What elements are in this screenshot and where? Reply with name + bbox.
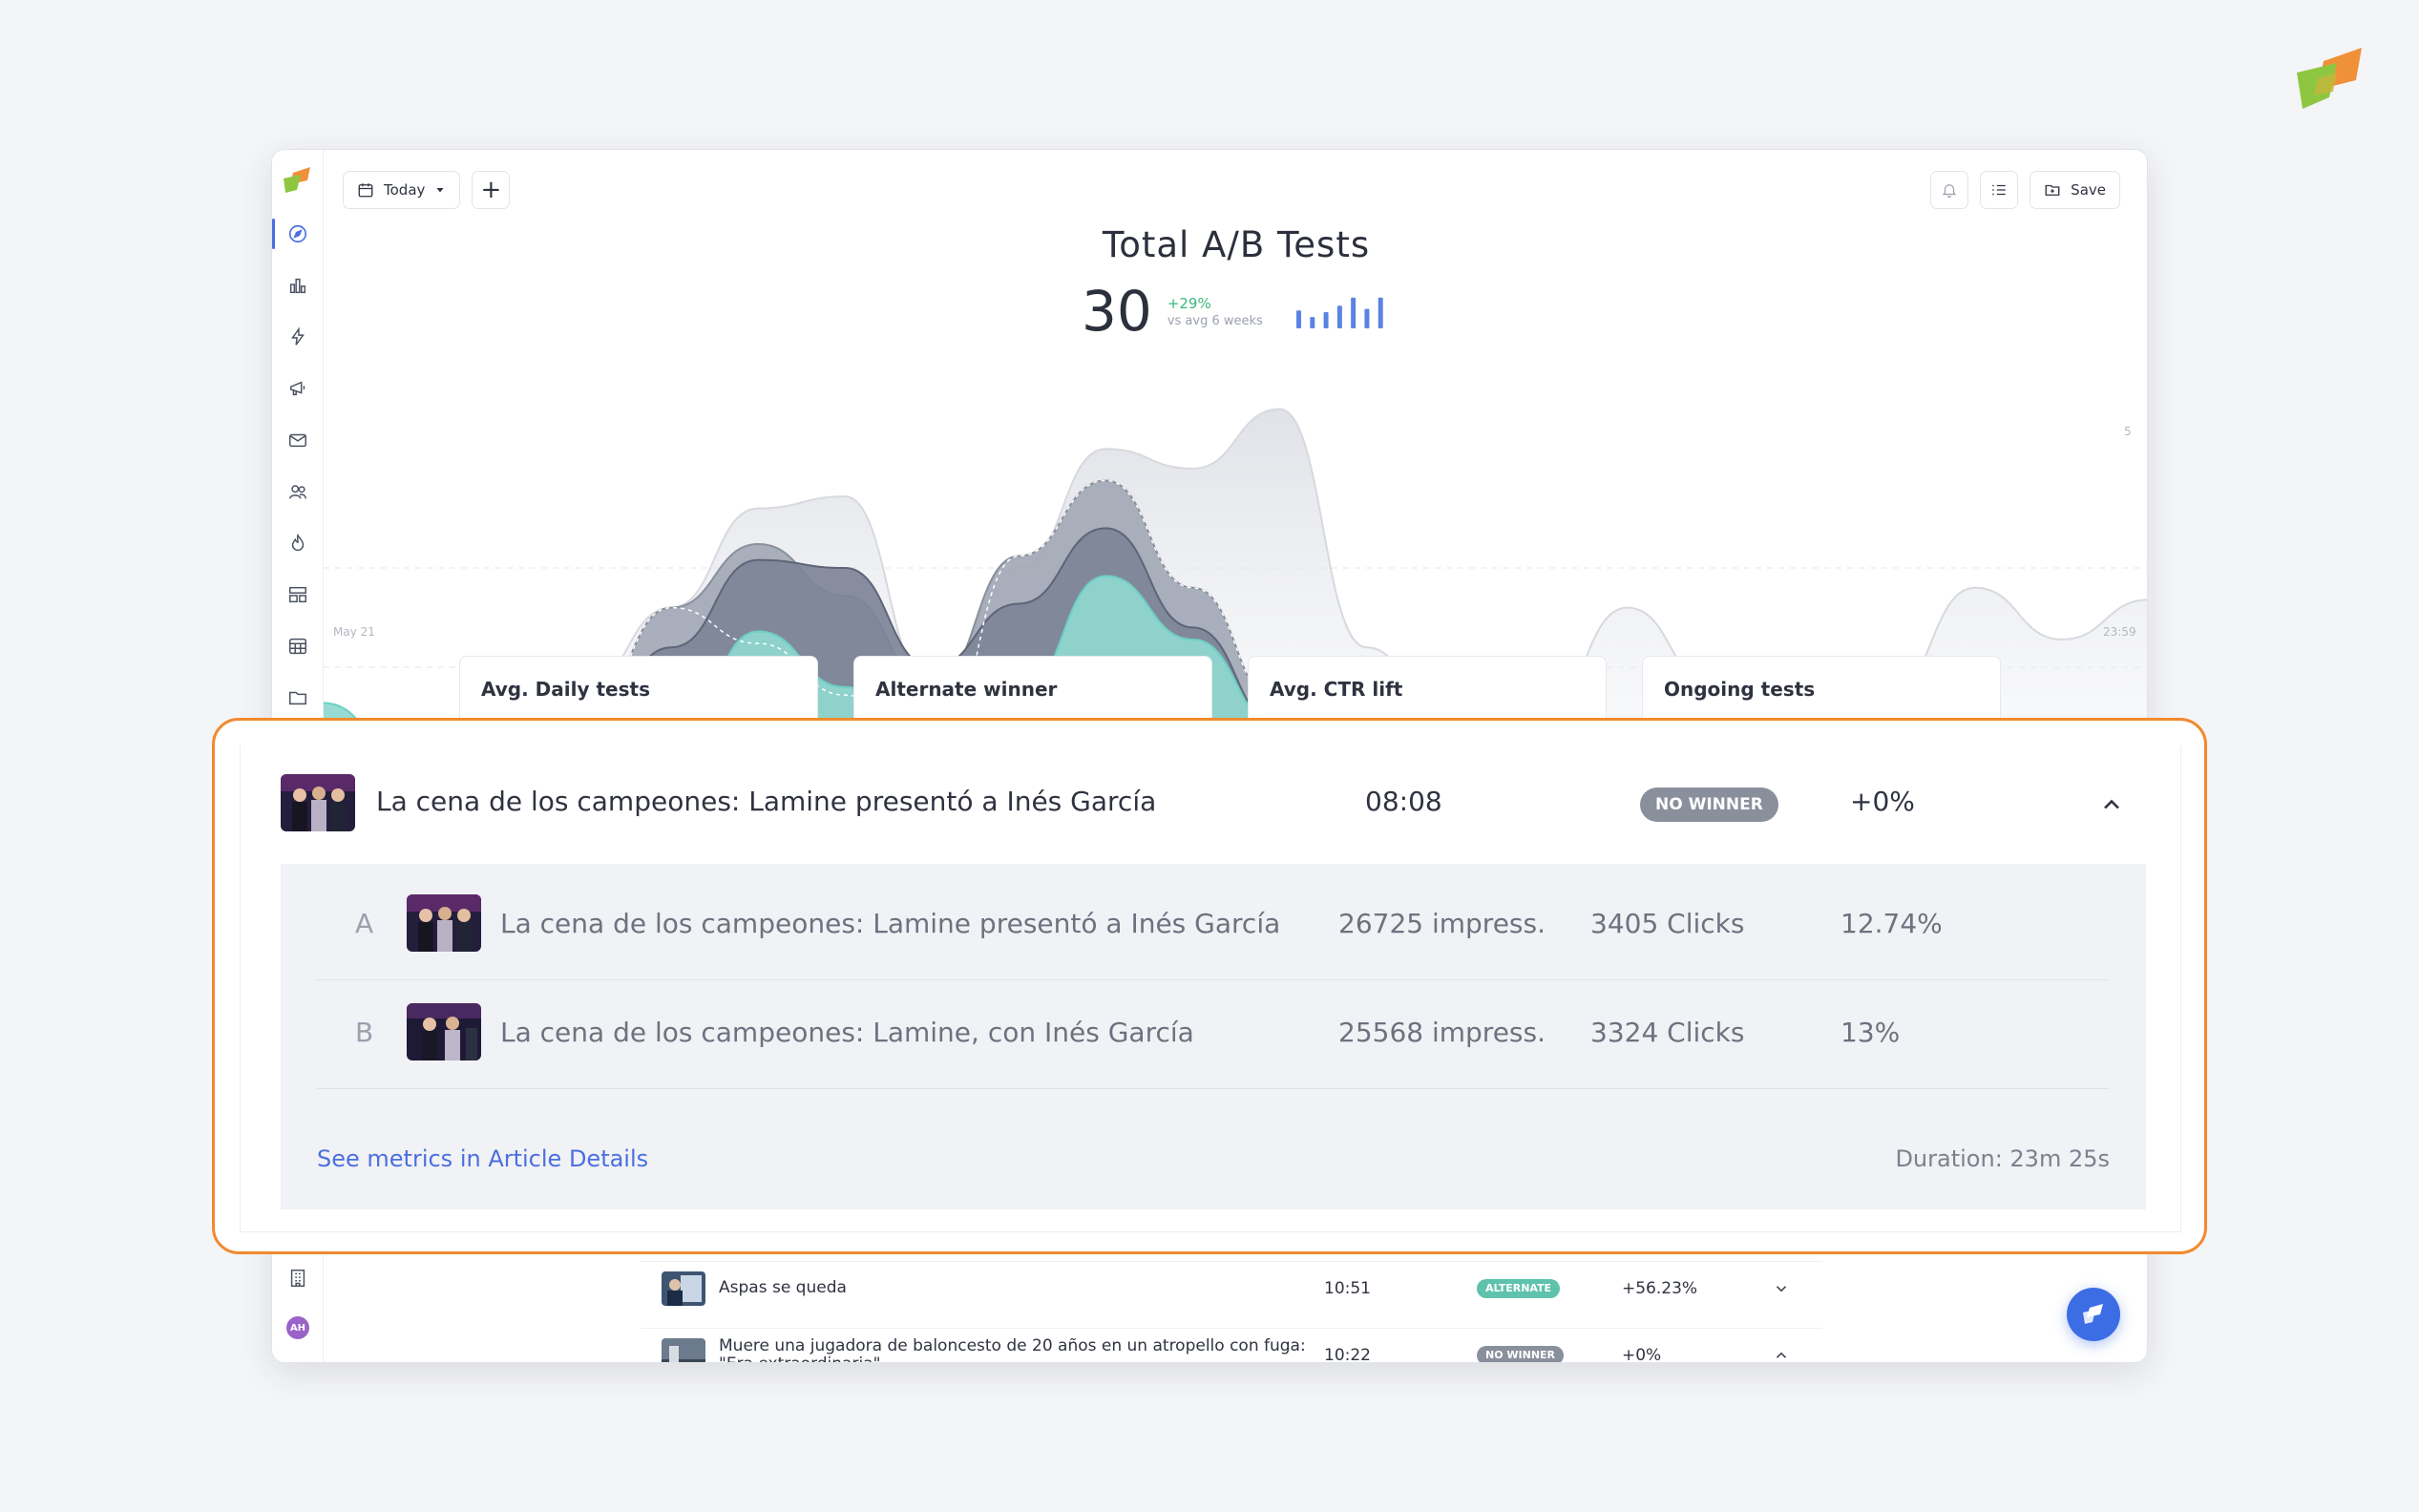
folder-icon: [289, 691, 306, 705]
variant-impressions: 26725 impress.: [1338, 908, 1546, 939]
variant-clicks: 3324 Clicks: [1590, 1017, 1745, 1048]
y-axis-tick-label: 5: [2124, 425, 2132, 438]
assistant-button[interactable]: [2067, 1288, 2120, 1341]
avatar[interactable]: AH: [286, 1316, 309, 1339]
stat-label: Avg. CTR lift: [1270, 678, 1403, 701]
save-folder-icon: [2045, 184, 2060, 196]
article-thumbnail: [662, 1337, 705, 1362]
variant-title: La cena de los campeones: Lamine, con In…: [500, 1017, 1194, 1048]
chart-title: Total A/B Tests: [1102, 224, 1371, 265]
chevron-up-icon[interactable]: [2098, 791, 2125, 818]
calendar-icon: [358, 183, 373, 198]
kpi-comparison: vs avg 6 weeks: [1167, 313, 1263, 328]
sidebar-item-schedule[interactable]: [272, 627, 324, 665]
bolt-icon: [291, 326, 305, 346]
ctr-lift: +0%: [1850, 786, 1915, 817]
megaphone-icon: [289, 381, 305, 396]
caret-down-icon: [436, 188, 444, 193]
row-time: 10:22: [1324, 1345, 1371, 1363]
article-thumbnail: [281, 774, 355, 831]
variant-ctr: 13%: [1841, 1017, 1901, 1048]
brand-logo: [2297, 48, 2362, 109]
row-lift: +0%: [1622, 1345, 1662, 1363]
article-time: 08:08: [1365, 786, 1442, 817]
save-button[interactable]: Save: [2030, 171, 2120, 209]
sidebar-item-campaigns[interactable]: [272, 369, 324, 408]
x-axis-start-label: May 21: [333, 625, 375, 639]
row-title: Aspas se queda: [719, 1278, 847, 1298]
users-icon: [289, 485, 306, 499]
layout-icon: [289, 586, 306, 603]
add-button[interactable]: +: [472, 171, 511, 209]
row-time: 10:51: [1324, 1278, 1371, 1298]
sparkline-bar: [1323, 312, 1329, 328]
sidebar-item-newsletters[interactable]: [272, 421, 324, 459]
status-badge: NO WINNER: [1477, 1345, 1565, 1362]
article-title: La cena de los campeones: Lamine present…: [376, 786, 1157, 817]
test-list: Aspas se queda 10:51 ALTERNATE +56.23% M…: [641, 1248, 1822, 1364]
variant-title: La cena de los campeones: Lamine present…: [500, 908, 1281, 939]
kpi-delta: +29%: [1167, 294, 1211, 312]
table-row[interactable]: Muere una jugadora de baloncesto de 20 a…: [641, 1328, 1822, 1364]
stat-label: Ongoing tests: [1664, 678, 1816, 701]
sidebar-item-audience[interactable]: [272, 472, 324, 511]
date-range-label: Today: [384, 181, 426, 199]
sidebar-item-trending[interactable]: [272, 524, 324, 562]
sidebar-item-folders[interactable]: [272, 679, 324, 717]
sidebar-item-realtime[interactable]: [272, 318, 324, 356]
article-details-link[interactable]: See metrics in Article Details: [317, 1145, 649, 1172]
variant-clicks: 3405 Clicks: [1590, 908, 1745, 939]
list-icon: [1992, 184, 2006, 196]
stat-label: Alternate winner: [875, 678, 1058, 701]
calendar-grid-icon: [289, 638, 306, 655]
assistant-logo-icon: [2083, 1304, 2103, 1324]
article-thumbnail: [662, 1270, 705, 1306]
stat-label: Avg. Daily tests: [481, 678, 650, 701]
x-axis-end-label: 23:59: [2103, 625, 2136, 639]
bell-icon: [1942, 184, 1957, 199]
save-label: Save: [2071, 181, 2106, 199]
variant-row-b: B La cena de los campeones: Lamine, con …: [317, 980, 2110, 1089]
variant-ctr: 12.74%: [1841, 908, 1943, 939]
sparkline-bar: [1378, 297, 1383, 328]
test-duration: Duration: 23m 25s: [1895, 1145, 2110, 1172]
date-range-button[interactable]: Today: [343, 171, 461, 209]
sidebar-item-explore[interactable]: [272, 215, 324, 253]
row-lift: +56.23%: [1622, 1278, 1698, 1298]
mail-icon: [289, 433, 306, 448]
chevron-down-icon[interactable]: [1773, 1280, 1790, 1297]
kpi-block: 30 +29% vs avg 6 weeks: [1082, 284, 1389, 339]
highlighted-test-detail: La cena de los campeones: Lamine present…: [212, 718, 2207, 1254]
variant-letter: A: [355, 908, 374, 939]
sidebar-item-analytics[interactable]: [272, 266, 324, 304]
app-logo-icon: [284, 167, 310, 193]
sparkline-bar: [1336, 305, 1342, 328]
variant-letter: B: [355, 1017, 374, 1048]
sidebar-item-organization[interactable]: [272, 1259, 324, 1297]
sparkline-bar: [1310, 317, 1315, 328]
kpi-value: 30: [1082, 279, 1152, 344]
variant-thumbnail: [407, 1003, 481, 1060]
row-title: Muere una jugadora de baloncesto de 20 a…: [719, 1335, 1306, 1362]
building-icon: [290, 1270, 305, 1287]
status-badge: ALTERNATE: [1477, 1278, 1561, 1298]
fire-icon: [291, 533, 305, 551]
variant-row-a: A La cena de los campeones: Lamine prese…: [317, 872, 2110, 980]
variant-impressions: 25568 impress.: [1338, 1017, 1546, 1048]
sidebar-item-layouts[interactable]: [272, 576, 324, 614]
chevron-up-icon[interactable]: [1773, 1347, 1790, 1364]
expanded-row-header[interactable]: La cena de los campeones: Lamine present…: [241, 746, 2180, 864]
sparkline-bar: [1364, 308, 1370, 328]
status-badge: NO WINNER: [1640, 788, 1778, 822]
sparkline-bar: [1295, 310, 1301, 328]
sparkline-bar: [1350, 297, 1356, 328]
variants-panel: A La cena de los campeones: Lamine prese…: [281, 864, 2146, 1209]
sparkline-bars: [1295, 297, 1383, 328]
compass-icon: [288, 224, 307, 243]
bar-chart-icon: [289, 278, 306, 294]
variant-thumbnail: [407, 894, 481, 952]
notifications-button[interactable]: [1930, 171, 1969, 209]
table-row[interactable]: Aspas se queda 10:51 ALTERNATE +56.23%: [641, 1261, 1822, 1314]
list-settings-button[interactable]: [1980, 171, 2019, 209]
